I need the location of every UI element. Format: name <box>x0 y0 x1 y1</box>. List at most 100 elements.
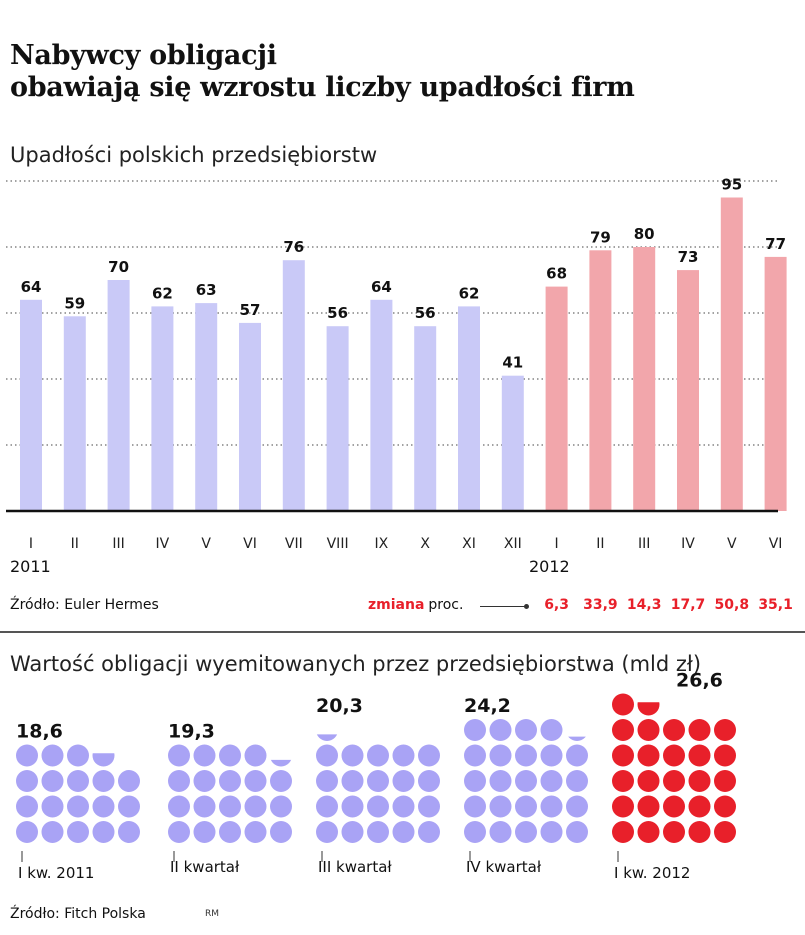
change-value: 50,8 <box>714 597 750 613</box>
value-dot <box>316 821 338 843</box>
change-value: 35,1 <box>758 597 793 613</box>
value-dot <box>316 770 338 792</box>
value-dot <box>663 744 685 767</box>
value-dot <box>637 719 660 741</box>
value-dot <box>244 795 267 818</box>
value-dot <box>41 821 64 843</box>
value-dot <box>637 795 660 818</box>
value-dot <box>688 821 711 843</box>
value-dot <box>219 821 241 843</box>
value-dot <box>270 795 292 818</box>
value-dot <box>688 795 711 818</box>
x-tick-label: VI <box>769 536 783 552</box>
value-dot <box>714 821 736 843</box>
chart-title: Nabywcy obligacji obawiają się wzrostu l… <box>10 40 790 104</box>
value-dot <box>367 795 389 818</box>
value-dot <box>612 693 634 716</box>
value-dot <box>688 770 711 792</box>
bar-source: Źródło: Euler Hermes <box>10 597 159 613</box>
change-value: 33,9 <box>583 597 618 613</box>
value-dot <box>489 770 512 792</box>
bar <box>633 247 656 511</box>
value-dot <box>612 770 634 792</box>
x-tick-label: II <box>71 536 79 552</box>
bar-value-label: 79 <box>590 228 611 246</box>
value-dot <box>168 795 190 818</box>
value-dot <box>489 719 512 741</box>
change-value: 6,3 <box>544 597 569 613</box>
value-dot <box>168 821 190 843</box>
value-dot <box>515 770 537 792</box>
bar-value-label: 62 <box>459 284 480 302</box>
value-dot <box>464 719 486 741</box>
x-tick-label: X <box>420 536 430 552</box>
x-tick-label: I <box>555 536 559 552</box>
pictogram-category-label: IV kwartał <box>466 858 542 876</box>
bar <box>195 303 218 511</box>
value-dot <box>540 719 563 741</box>
value-dot <box>566 795 588 818</box>
value-dot <box>392 795 415 818</box>
value-dot <box>566 770 588 792</box>
value-dot <box>637 744 660 767</box>
value-dot <box>193 821 216 843</box>
bar <box>677 270 699 511</box>
value-dot <box>316 795 338 818</box>
partial-value-dot <box>568 736 586 741</box>
year-label-2011: 2011 <box>10 557 51 576</box>
value-dot <box>714 795 736 818</box>
value-dot <box>367 821 389 843</box>
value-dot <box>663 821 685 843</box>
value-dot <box>612 821 634 843</box>
bar-value-label: 73 <box>678 248 699 266</box>
value-dot <box>489 821 512 843</box>
bankruptcies-bar-chart: 64I59II70III62IV63V57VI76VII56VIII64IX56… <box>6 176 787 576</box>
pictogram-category-label: I kw. 2011 <box>18 864 94 882</box>
value-dot <box>612 744 634 767</box>
bar-value-label: 56 <box>327 304 348 322</box>
x-tick-label: VII <box>285 536 303 552</box>
bar <box>458 306 480 511</box>
value-dot <box>637 770 660 792</box>
value-dot <box>418 770 440 792</box>
change-value: 14,3 <box>626 597 662 613</box>
x-tick-label: XI <box>462 536 476 552</box>
value-dot <box>464 821 486 843</box>
value-dot <box>489 744 512 767</box>
bar-value-label: 62 <box>152 284 173 302</box>
bar <box>545 286 568 511</box>
value-dot <box>41 795 64 818</box>
x-tick-label: VI <box>243 536 257 552</box>
bar <box>414 326 437 511</box>
author-credit: RM <box>205 909 220 919</box>
bar <box>720 197 743 511</box>
x-tick-label: VIII <box>327 536 349 552</box>
value-dot <box>219 770 241 792</box>
value-dot <box>540 744 563 767</box>
bar-value-label: 64 <box>21 278 42 296</box>
dot-source: Źródło: Fitch Polska <box>10 906 146 922</box>
value-dot <box>244 744 267 767</box>
bar-value-label: 63 <box>196 281 217 299</box>
pictogram-value-label: 26,6 <box>676 670 723 692</box>
partial-value-dot <box>637 702 660 716</box>
value-dot <box>341 795 364 818</box>
value-dot <box>566 744 588 767</box>
value-dot <box>464 770 486 792</box>
change-arrow-icon <box>480 604 529 609</box>
dot-chart-subtitle: Wartość obligacji wyemitowanych przez pr… <box>10 652 702 676</box>
bar-value-label: 80 <box>634 225 655 243</box>
bar-value-label: 70 <box>108 258 129 276</box>
value-dot <box>566 821 588 843</box>
x-tick-label: XII <box>504 536 522 552</box>
bar-chart-subtitle: Upadłości polskich przedsiębiorstw <box>10 143 378 167</box>
value-dot <box>688 744 711 767</box>
bar-value-label: 64 <box>371 278 392 296</box>
bar <box>764 256 787 511</box>
value-dot <box>341 821 364 843</box>
bar-value-label: 59 <box>64 294 85 312</box>
value-dot <box>464 795 486 818</box>
value-dot <box>392 821 415 843</box>
value-dot <box>92 770 115 792</box>
value-dot <box>118 795 140 818</box>
